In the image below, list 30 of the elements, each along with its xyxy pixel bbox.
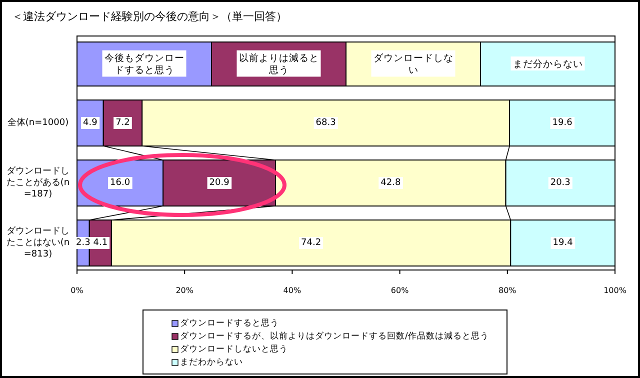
y-tick-label: 全体(n=1000) [7, 117, 69, 128]
data-label: 68.3 [316, 118, 336, 128]
data-label: 7.2 [116, 118, 130, 128]
legend-label: ダウンロードするが、以前よりはダウンロードする回数/作品数は減ると思う [180, 330, 489, 342]
data-label: 42.8 [380, 178, 401, 188]
legend-label: まだわからない [180, 358, 243, 368]
data-label: 19.4 [552, 238, 574, 248]
data-label: 4.1 [93, 238, 108, 248]
x-tick-label: 80% [498, 286, 517, 295]
x-tick-label: 100% [604, 286, 627, 295]
y-tick-label: ダウンロードしたことはない(n=813) [6, 225, 70, 260]
text: ダウンロードしない [373, 51, 454, 76]
text: 以前よりは減ると思う [238, 51, 319, 76]
x-tick-label: 40% [283, 286, 302, 295]
text: 今後もダウンロードすると思う [104, 51, 184, 76]
x-tick-label: 20% [176, 286, 194, 295]
y-tick-label: ダウンロードしたことがある(n=187) [6, 165, 70, 200]
text: まだ分からない [512, 58, 583, 70]
data-label: 4.9 [83, 118, 98, 128]
x-tick-label: 0% [70, 286, 84, 295]
legend-label: ダウンロードすると思う [180, 318, 279, 328]
data-label: 20.3 [550, 178, 570, 188]
data-label: 20.9 [209, 178, 230, 188]
data-label: 2.3 [76, 238, 90, 248]
data-label: 19.6 [552, 118, 573, 128]
legend-label: ダウンロードしないと思う [180, 344, 288, 354]
data-label: 16.0 [110, 178, 130, 188]
data-label: 74.2 [301, 238, 322, 248]
chart-title: ＜違法ダウンロード経験別の今後の意向＞（単一回答） [12, 10, 287, 23]
x-tick-label: 60% [390, 286, 410, 295]
